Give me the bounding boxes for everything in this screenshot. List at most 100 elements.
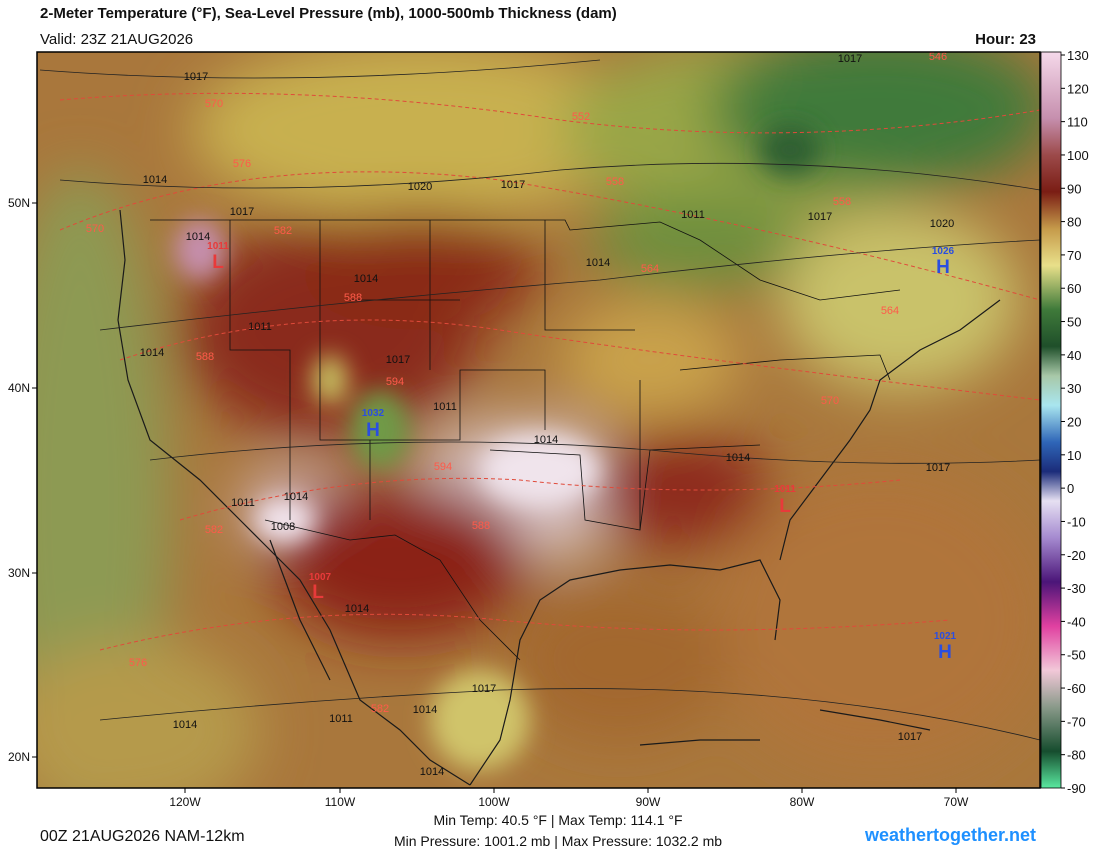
isobar-label: 1011 [681,209,705,221]
colorbar-label: 10 [1067,448,1081,463]
thickness-label: 570 [821,395,839,407]
thickness-label: 594 [434,461,452,473]
center-value: 1007 [309,572,332,583]
colorbar-label: -50 [1067,648,1086,663]
isobars [39,59,1040,741]
lon-label: 80W [790,795,815,809]
isobar-label: 1014 [284,491,308,503]
isobar-label: 1011 [248,321,272,333]
colorbar-label: 80 [1067,215,1081,230]
isobar-label: 1017 [808,211,832,223]
isobar-label: 1014 [586,257,610,269]
isobar-labels: 1017 1014 1017 1020 1017 1011 1017 1020 … [140,53,954,778]
colorbar-label: 0 [1067,481,1074,496]
center-value: 1021 [934,631,957,642]
map: 1017 1014 1017 1020 1017 1011 1017 1020 … [37,51,1040,788]
isobar-label: 1014 [140,347,164,359]
lon-label: 90W [636,795,661,809]
isobar-label: 1017 [472,683,496,695]
isobar-label: 1017 [184,71,208,83]
thickness-label: 588 [472,520,490,532]
isobar-label: 1014 [345,603,369,615]
isobar-label: 1008 [271,521,295,533]
map-frame [36,51,1041,789]
thickness-label: 570 [205,98,223,110]
colorbar-label: 20 [1067,415,1081,430]
thickness-label: 558 [833,196,851,208]
thickness-label: 552 [572,111,590,123]
isobar-label: 1017 [386,354,410,366]
pressure-centers: 1011 L 1032 H 1007 L 1011 L 1026 H 1021 … [207,241,956,663]
colorbar-label: 120 [1067,81,1089,96]
thickness-label: 546 [929,51,947,63]
thickness-label: 594 [386,376,404,388]
isobar-label: 1017 [898,731,922,743]
colorbar [1040,51,1062,789]
isobar-label: 1014 [534,434,558,446]
isobar-label: 1020 [408,181,432,193]
thickness-contours [59,92,1040,651]
model-run: 00Z 21AUG2026 NAM-12km [40,828,245,845]
isobar-label: 1014 [173,719,197,731]
colorbar-labels: 1301201101009080706050403020100-10-20-30… [1061,48,1089,796]
thickness-label: 588 [196,351,214,363]
thickness-label: 576 [129,657,147,669]
thickness-label: 576 [233,158,251,170]
lon-label: 120W [169,795,201,809]
colorbar-label: -90 [1067,781,1086,796]
isobar-label: 1017 [926,462,950,474]
thickness-label: 588 [344,292,362,304]
site-link[interactable]: weathertogether.net [864,825,1036,845]
center-letter: L [212,252,224,273]
colorbar-label: 130 [1067,48,1089,63]
colorbar-label: 60 [1067,281,1081,296]
pressure-range: Min Pressure: 1001.2 mb | Max Pressure: … [394,833,722,849]
colorbar-label: 70 [1067,248,1081,263]
lat-label: 20N [8,750,30,764]
center-letter: H [936,257,950,278]
center-letter: L [312,582,324,603]
axis-labels: 120W 110W 100W 90W 80W 70W 50N 40N 30N 20N [8,196,969,809]
isobar-label: 1017 [501,179,525,191]
thickness-label: 582 [371,703,389,715]
colorbar-label: -60 [1067,681,1086,696]
isobar-label: 1014 [413,704,437,716]
lon-label: 70W [944,795,969,809]
isobar-label: 1011 [433,401,457,413]
colorbar-label: 50 [1067,315,1081,330]
forecast-hour: Hour: 23 [975,31,1036,48]
lat-label: 30N [8,566,30,580]
thickness-label: 582 [274,225,292,237]
thickness-label: 570 [86,223,104,235]
colorbar-label: 40 [1067,348,1081,363]
colorbar-label: 110 [1067,115,1088,130]
lon-label: 110W [325,795,356,809]
center-value: 1011 [207,241,229,252]
lon-label: 100W [478,795,510,809]
isobar-label: 1014 [186,231,210,243]
temp-range: Min Temp: 40.5 °F | Max Temp: 114.1 °F [433,812,682,828]
colorbar-label: -20 [1067,548,1086,563]
colorbar-label: -80 [1067,748,1086,763]
isobar-label: 1014 [420,766,444,778]
thickness-labels: 570 576 570 582 552 558 558 564 588 588 … [86,51,947,715]
valid-time: Valid: 23Z 21AUG2026 [40,31,193,48]
isobar-label: 1014 [143,174,167,186]
colorbar-label: 100 [1067,148,1089,163]
isobar-label: 1014 [726,452,750,464]
thickness-label: 582 [205,524,223,536]
title: 2-Meter Temperature (°F), Sea-Level Pres… [40,5,617,22]
borders [150,219,901,661]
center-value: 1032 [362,408,385,419]
colorbar-label: -30 [1067,581,1086,596]
isobar-label: 1017 [838,53,862,65]
center-value: 1011 [774,484,796,495]
thickness-label: 564 [641,263,659,275]
colorbar-label: -40 [1067,614,1086,629]
thickness-label: 558 [606,176,624,188]
coastline [117,209,1001,786]
isobar-label: 1017 [230,206,254,218]
colorbar-label: 90 [1067,181,1081,196]
lat-label: 50N [8,196,30,210]
